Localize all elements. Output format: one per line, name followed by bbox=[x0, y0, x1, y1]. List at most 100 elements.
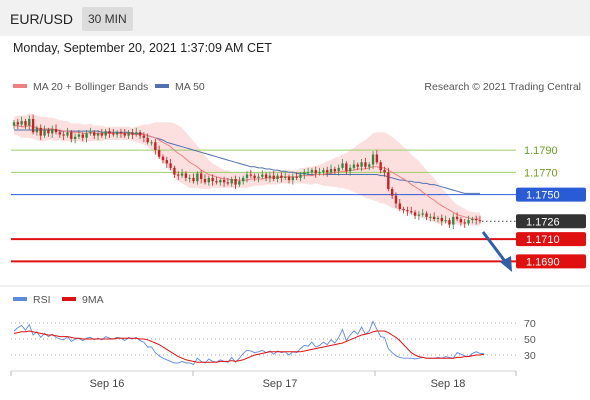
candle-body bbox=[448, 220, 451, 225]
candle-body bbox=[173, 167, 176, 175]
candle-body bbox=[471, 219, 474, 221]
candle bbox=[390, 186, 394, 200]
candle-body bbox=[432, 216, 436, 220]
candle-body bbox=[54, 128, 58, 133]
candle bbox=[291, 173, 295, 185]
candle bbox=[43, 125, 46, 138]
candle-body bbox=[226, 182, 230, 184]
candle bbox=[452, 213, 455, 230]
support-tag bbox=[516, 254, 586, 269]
candle bbox=[276, 173, 279, 183]
candle bbox=[127, 130, 130, 139]
candle bbox=[272, 171, 275, 182]
candle-body bbox=[89, 132, 92, 134]
candle bbox=[219, 177, 222, 186]
candle bbox=[284, 172, 287, 181]
header-bar: EUR/USD 30 MIN bbox=[0, 0, 590, 36]
candle-body bbox=[371, 154, 375, 165]
candle bbox=[54, 124, 58, 135]
candle-body bbox=[165, 160, 168, 164]
candle bbox=[245, 171, 249, 183]
candle-body bbox=[215, 181, 218, 183]
candle bbox=[410, 206, 413, 215]
candle-body bbox=[188, 177, 191, 179]
candle-body bbox=[276, 175, 279, 179]
candle-body bbox=[402, 209, 405, 211]
candle bbox=[471, 216, 474, 224]
candle-body bbox=[47, 130, 50, 134]
candle bbox=[421, 209, 424, 217]
candle-body bbox=[352, 164, 356, 168]
candle bbox=[85, 130, 88, 143]
candle-body bbox=[169, 163, 172, 168]
candle bbox=[394, 192, 398, 208]
candle-body bbox=[138, 132, 142, 136]
candle-body bbox=[184, 173, 188, 178]
candle bbox=[100, 128, 104, 138]
candle bbox=[432, 212, 436, 222]
candle bbox=[455, 212, 459, 222]
candle-body bbox=[383, 170, 386, 173]
candle bbox=[154, 138, 157, 155]
candle bbox=[66, 127, 69, 138]
candle bbox=[326, 166, 329, 177]
candle-body bbox=[440, 217, 443, 222]
candle-body bbox=[478, 220, 482, 222]
candle bbox=[459, 216, 463, 226]
candle bbox=[138, 130, 142, 139]
candle bbox=[268, 172, 272, 183]
candle-body bbox=[131, 132, 134, 135]
candle-body bbox=[127, 132, 130, 136]
candle-body bbox=[463, 222, 466, 224]
candle-body bbox=[245, 174, 249, 178]
candle bbox=[345, 161, 348, 175]
candle bbox=[215, 176, 218, 185]
candle-body bbox=[406, 210, 409, 212]
ma20-legend-label: MA 20 + Bollinger Bands bbox=[33, 81, 148, 93]
candle-body bbox=[291, 176, 295, 181]
candle-body bbox=[368, 164, 371, 167]
candle-body bbox=[146, 137, 149, 143]
candle bbox=[31, 114, 35, 135]
candle-body bbox=[387, 172, 390, 189]
candle bbox=[398, 199, 401, 212]
rsi-ma-line bbox=[13, 330, 484, 363]
candle bbox=[413, 210, 417, 220]
candle-body bbox=[177, 174, 180, 176]
candle bbox=[230, 176, 233, 187]
candle bbox=[257, 173, 260, 183]
rsi-line bbox=[13, 320, 484, 366]
candle bbox=[131, 128, 134, 139]
candle bbox=[58, 130, 62, 138]
candle-body bbox=[318, 172, 321, 174]
candle-body bbox=[123, 133, 126, 136]
x-axis-ticks: Sep 16 Sep 17 Sep 18 bbox=[10, 371, 517, 390]
candle-body bbox=[329, 168, 333, 173]
candle-body bbox=[20, 121, 23, 125]
projection-arrow-icon bbox=[481, 231, 512, 272]
candle-body bbox=[192, 177, 195, 182]
candle-body bbox=[199, 173, 203, 179]
candle bbox=[35, 125, 39, 136]
candle bbox=[142, 132, 146, 143]
candle-body bbox=[326, 170, 329, 173]
candle bbox=[157, 145, 161, 159]
candle bbox=[348, 164, 352, 176]
candle-body bbox=[16, 122, 20, 125]
candle-body bbox=[115, 132, 119, 135]
candle-body bbox=[230, 178, 233, 184]
candle-body bbox=[58, 132, 62, 135]
timeframe-badge[interactable]: 30 MIN bbox=[82, 7, 133, 31]
candle-body bbox=[96, 133, 100, 136]
level-lines-layer bbox=[11, 149, 516, 263]
candle bbox=[295, 172, 298, 181]
candle-body bbox=[203, 178, 207, 183]
candle bbox=[417, 211, 421, 221]
x-tick-label: Sep 16 bbox=[90, 378, 125, 390]
candle bbox=[199, 170, 203, 184]
candle-body bbox=[272, 175, 275, 179]
support-tag-label: 1.1690 bbox=[526, 256, 560, 268]
candle bbox=[425, 211, 428, 221]
candle-body bbox=[310, 170, 314, 173]
candle bbox=[173, 165, 176, 178]
